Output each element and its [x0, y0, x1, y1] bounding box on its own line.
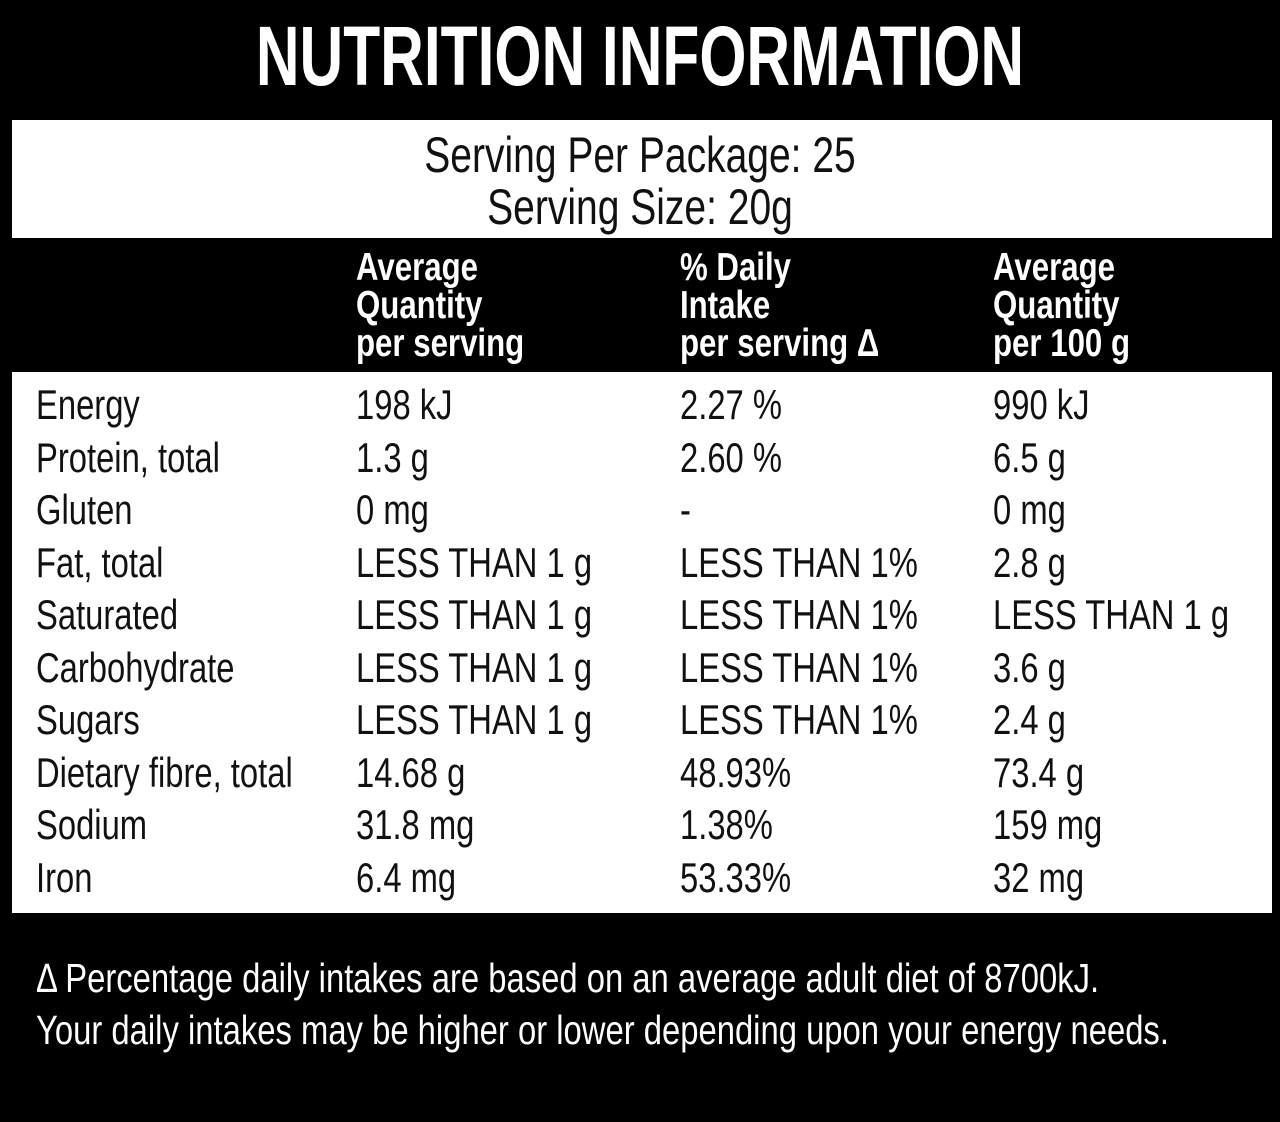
row-label: Gluten [36, 486, 133, 533]
column-header: Average [356, 246, 478, 289]
cell: 73.4 g [993, 748, 1085, 796]
cell: LESS THAN 1 g [356, 643, 593, 691]
footnote: Δ Percentage daily intakes are based on … [36, 955, 1100, 1001]
row-label: Dietary fibre, total [36, 748, 293, 796]
row-label: Iron [36, 853, 93, 901]
cell: - [680, 486, 691, 533]
cell: 990 kJ [993, 381, 1090, 428]
cell: 1.38% [680, 801, 773, 848]
cell: 3.6 g [993, 643, 1066, 691]
column-header: Average [993, 246, 1115, 289]
cell: 32 mg [993, 853, 1085, 901]
cell: 159 mg [993, 801, 1103, 848]
cell: 2.4 g [993, 696, 1066, 743]
cell: 48.93% [680, 748, 792, 796]
column-header: Quantity [356, 284, 483, 327]
cell: 198 kJ [356, 381, 453, 428]
title: NUTRITION INFORMATION [255, 9, 1025, 103]
cell: 1.3 g [356, 433, 429, 481]
cell: LESS THAN 1% [680, 643, 918, 691]
cell: 2.60 % [680, 433, 782, 481]
column-header: Intake [680, 284, 771, 327]
row-label: Fat, total [36, 538, 164, 586]
column-header: per serving [356, 322, 525, 365]
column-header: Quantity [993, 284, 1120, 327]
cell: 0 mg [356, 486, 429, 533]
cell: LESS THAN 1 g [993, 591, 1230, 638]
row-label: Carbohydrate [36, 643, 235, 691]
row-label: Sugars [36, 696, 140, 743]
serving-line: Serving Size: 20g [487, 179, 793, 235]
row-label: Energy [36, 381, 140, 428]
cell: LESS THAN 1 g [356, 591, 593, 638]
cell: 31.8 mg [356, 801, 475, 848]
cell: 2.27 % [680, 381, 782, 428]
row-label: Protein, total [36, 433, 220, 481]
cell: 2.8 g [993, 538, 1066, 586]
table-box [12, 372, 1272, 913]
cell: LESS THAN 1% [680, 696, 918, 743]
cell: 53.33% [680, 853, 792, 901]
cell: LESS THAN 1 g [356, 538, 593, 586]
cell: LESS THAN 1 g [356, 696, 593, 743]
cell: LESS THAN 1% [680, 538, 918, 586]
serving-line: Serving Per Package: 25 [424, 127, 856, 183]
cell: 6.4 mg [356, 853, 457, 901]
cell: 6.5 g [993, 433, 1066, 481]
cell: LESS THAN 1% [680, 591, 918, 638]
column-header: % Daily [680, 246, 791, 289]
row-label: Saturated [36, 591, 179, 638]
column-header: per serving Δ [680, 322, 880, 365]
serving-box [12, 120, 1272, 238]
footnote: Your daily intakes may be higher or lowe… [36, 1007, 1169, 1053]
row-label: Sodium [36, 801, 148, 848]
cell: 0 mg [993, 486, 1066, 533]
cell: 14.68 g [356, 748, 466, 796]
column-header: per 100 g [993, 322, 1131, 365]
